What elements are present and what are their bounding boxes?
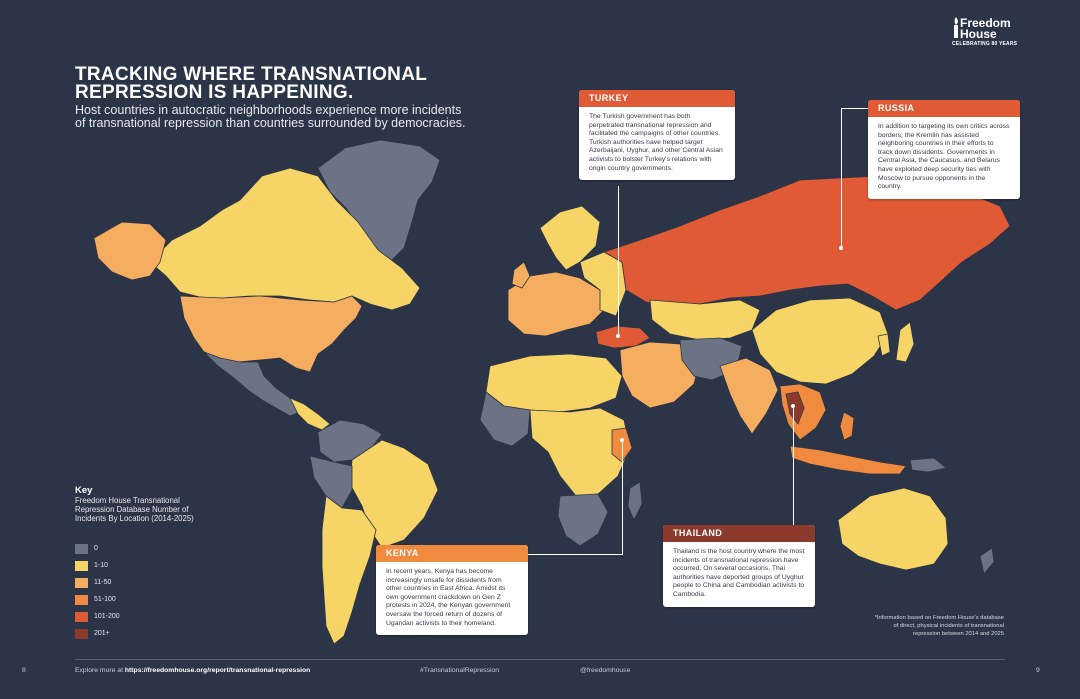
torch-icon <box>954 17 958 38</box>
legend-swatch-201-plus <box>75 628 88 639</box>
footer-explore-link[interactable]: https://freedomhouse.org/report/transnat… <box>124 667 311 674</box>
map-region-north-africa <box>485 353 623 413</box>
russia-leader-line-v <box>841 108 842 248</box>
legend-item: 11-50 <box>75 574 120 591</box>
legend-swatch-0 <box>75 543 88 554</box>
logo-line1: Freedom <box>960 16 1011 30</box>
map-region-southern-africa <box>557 493 609 547</box>
map-region-uk <box>511 261 531 289</box>
callout-turkey-heading: TURKEY <box>579 90 735 107</box>
footer-handle[interactable]: @freedomhouse <box>580 667 631 674</box>
map-region-central-asia <box>649 299 761 341</box>
legend-subtitle: Freedom House Transnational Repression D… <box>75 496 194 524</box>
page-title: TRACKING WHERE TRANSNATIONAL REPRESSION … <box>75 64 428 103</box>
callout-thailand: THAILAND Thailand is the host country wh… <box>663 525 815 607</box>
map-region-central-africa <box>529 407 631 497</box>
legend-swatch-1-10 <box>75 560 88 571</box>
thailand-leader-line <box>793 406 794 525</box>
map-region-argentina-chile <box>321 495 377 645</box>
callout-turkey-body: The Turkish government has both perpetra… <box>589 113 723 172</box>
logo-line2: House <box>960 27 997 41</box>
legend-item: 0 <box>75 540 120 557</box>
map-region-scandinavia <box>539 205 601 271</box>
map-region-philippines <box>839 411 855 441</box>
map-region-peru-bolivia <box>309 455 353 509</box>
map-region-central-america <box>289 397 331 431</box>
logo-tagline: CELEBRATING 80 YEARS <box>952 41 1018 47</box>
footer-explore-prefix: Explore more at <box>75 667 125 674</box>
map-region-china <box>751 297 889 385</box>
map-region-indonesia <box>789 445 907 475</box>
map-region-papua <box>909 457 947 473</box>
note-line1: *Information based on Freedom House's da… <box>874 615 1004 621</box>
callout-kenya-heading: KENYA <box>376 545 528 562</box>
map-region-west-africa <box>479 391 531 447</box>
callout-kenya-body: In recent years, Kenya has become increa… <box>386 568 511 627</box>
turkey-leader-line <box>618 186 619 336</box>
legend-items: 0 1-10 11-50 51-100 101-200 201+ <box>75 540 120 642</box>
callout-kenya: KENYA In recent years, Kenya has become … <box>376 545 528 636</box>
legend-swatch-11-50 <box>75 577 88 588</box>
russia-marker <box>839 246 843 250</box>
footer-hashtag[interactable]: #TransnationalRepression <box>420 667 500 674</box>
map-region-thailand <box>785 391 805 425</box>
turkey-marker <box>616 334 620 338</box>
map-legend: Key Freedom House Transnational Repressi… <box>75 485 205 524</box>
callout-russia-body: In addition to targeting its own critics… <box>878 123 1010 191</box>
legend-label: 0 <box>94 545 98 552</box>
legend-item: 201+ <box>75 625 120 642</box>
legend-label: 51-100 <box>94 596 116 603</box>
map-region-japan <box>895 321 915 363</box>
callout-russia: RUSSIA In addition to targeting its own … <box>868 100 1020 199</box>
note-line3: repression between 2014 and 2025 <box>913 631 1004 637</box>
footer-divider <box>75 659 1005 660</box>
legend-label: 1-10 <box>94 562 109 569</box>
map-region-usa <box>179 295 363 373</box>
legend-item: 101-200 <box>75 608 120 625</box>
map-region-southeast-asia <box>779 383 827 441</box>
freedom-house-logo: Freedom House CELEBRATING 80 YEARS <box>951 16 1031 50</box>
map-region-middle-east <box>619 341 701 409</box>
legend-swatch-101-200 <box>75 611 88 622</box>
callout-thailand-body: Thailand is the host country where the m… <box>673 548 805 598</box>
callout-russia-heading: RUSSIA <box>868 100 1020 117</box>
thailand-marker <box>791 404 795 408</box>
map-region-turkey <box>595 325 651 349</box>
legend-item: 1-10 <box>75 557 120 574</box>
legend-label: 101-200 <box>94 613 120 620</box>
map-region-madagascar <box>627 481 643 521</box>
footer-explore: Explore more at https://freedomhouse.org… <box>75 667 310 674</box>
map-region-australia <box>837 487 949 571</box>
page-subtitle: Host countries in autocratic neighborhoo… <box>75 104 466 130</box>
subtitle-line1: Host countries in autocratic neighborhoo… <box>75 103 462 117</box>
title-line1: TRACKING WHERE TRANSNATIONAL <box>75 64 428 85</box>
callout-thailand-heading: THAILAND <box>663 525 815 542</box>
data-source-note: *Information based on Freedom House's da… <box>875 614 1004 638</box>
map-region-korea <box>877 333 891 357</box>
subtitle-line2: of transnational repression than countri… <box>75 116 466 130</box>
map-region-new-zealand <box>979 547 995 575</box>
callout-turkey: TURKEY The Turkish government has both p… <box>579 90 735 181</box>
legend-swatch-51-100 <box>75 594 88 605</box>
legend-item: 51-100 <box>75 591 120 608</box>
russia-leader-line-h <box>841 108 868 109</box>
legend-label: 11-50 <box>94 579 112 586</box>
kenya-leader-line-v <box>622 440 623 555</box>
page-number-left: 8 <box>22 667 26 674</box>
title-line2: REPRESSION IS HAPPENING. <box>75 82 354 103</box>
map-region-india <box>719 357 779 435</box>
legend-label: 201+ <box>94 630 110 637</box>
legend-title: Key <box>75 485 93 496</box>
kenya-marker <box>620 438 624 442</box>
page-number-right: 9 <box>1036 667 1040 674</box>
map-region-alaska <box>93 221 167 281</box>
note-line2: of direct, physical incidents of transna… <box>893 623 1004 629</box>
map-region-brazil <box>349 439 439 549</box>
map-region-western-europe <box>507 271 605 337</box>
kenya-leader-line-h <box>528 554 623 555</box>
